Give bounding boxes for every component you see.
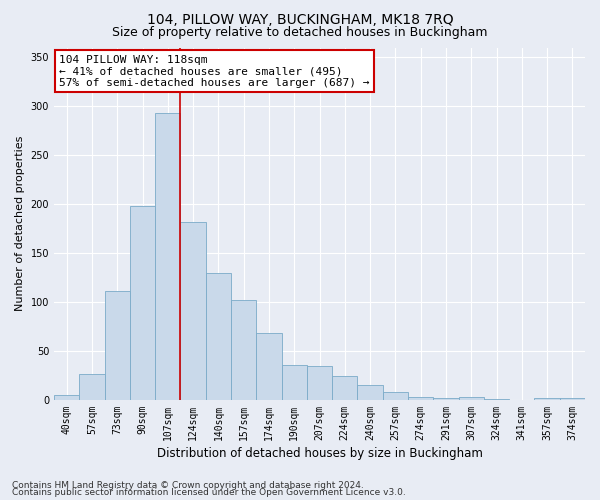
Text: 104 PILLOW WAY: 118sqm
← 41% of detached houses are smaller (495)
57% of semi-de: 104 PILLOW WAY: 118sqm ← 41% of detached… bbox=[59, 54, 370, 88]
Bar bbox=[535, 398, 560, 400]
Bar bbox=[281, 364, 307, 400]
Bar bbox=[408, 397, 433, 400]
Bar bbox=[104, 292, 130, 400]
X-axis label: Distribution of detached houses by size in Buckingham: Distribution of detached houses by size … bbox=[157, 447, 482, 460]
Bar bbox=[256, 334, 281, 400]
Bar bbox=[383, 392, 408, 400]
Bar bbox=[458, 397, 484, 400]
Bar bbox=[206, 272, 231, 400]
Text: Size of property relative to detached houses in Buckingham: Size of property relative to detached ho… bbox=[112, 26, 488, 39]
Bar bbox=[181, 222, 206, 400]
Y-axis label: Number of detached properties: Number of detached properties bbox=[15, 136, 25, 312]
Bar bbox=[79, 374, 104, 400]
Text: Contains public sector information licensed under the Open Government Licence v3: Contains public sector information licen… bbox=[12, 488, 406, 497]
Text: Contains HM Land Registry data © Crown copyright and database right 2024.: Contains HM Land Registry data © Crown c… bbox=[12, 480, 364, 490]
Bar bbox=[307, 366, 332, 400]
Bar bbox=[130, 206, 155, 400]
Bar bbox=[358, 386, 383, 400]
Bar bbox=[560, 398, 585, 400]
Text: 104, PILLOW WAY, BUCKINGHAM, MK18 7RQ: 104, PILLOW WAY, BUCKINGHAM, MK18 7RQ bbox=[146, 12, 454, 26]
Bar bbox=[155, 113, 181, 400]
Bar bbox=[484, 399, 509, 400]
Bar bbox=[231, 300, 256, 400]
Bar bbox=[332, 376, 358, 400]
Bar bbox=[54, 395, 79, 400]
Bar bbox=[433, 398, 458, 400]
